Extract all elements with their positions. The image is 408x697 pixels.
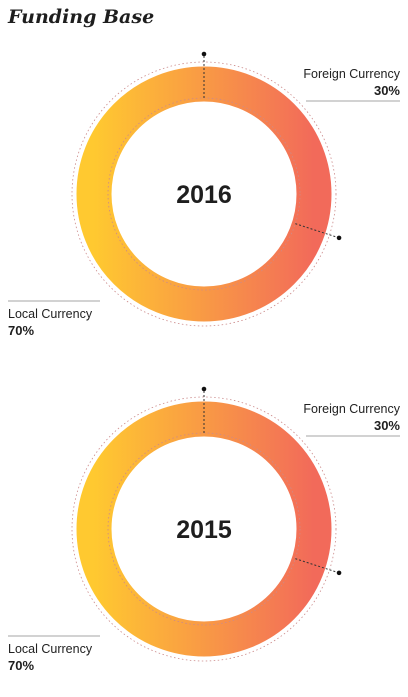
- slice-divider-right: [295, 558, 338, 573]
- inner-dotted-guide: [107, 97, 301, 291]
- slice-divider-right: [295, 223, 338, 238]
- local-currency-label: Local Currency: [8, 307, 93, 321]
- foreign-currency-percent: 30%: [374, 418, 400, 433]
- foreign-currency-label: Foreign Currency: [303, 402, 400, 416]
- donut-chart-2015: 2015 Foreign Currency 30% Local Currency…: [8, 386, 401, 673]
- center-year-label: 2016: [176, 181, 232, 209]
- foreign-currency-percent: 30%: [374, 83, 400, 98]
- slice-divider-right-dot: [336, 570, 342, 576]
- slice-divider-top-dot: [201, 51, 207, 57]
- local-currency-percent: 70%: [8, 323, 34, 338]
- inner-dotted-guide: [107, 432, 301, 626]
- page-title: Funding Base: [8, 6, 155, 28]
- foreign-currency-label: Foreign Currency: [303, 67, 400, 81]
- slice-divider-top-dot: [201, 386, 207, 392]
- local-currency-label: Local Currency: [8, 642, 93, 656]
- outer-dotted-guide: [71, 396, 337, 662]
- slice-divider-right-dot: [336, 235, 342, 241]
- local-currency-percent: 70%: [8, 658, 34, 673]
- outer-dotted-guide: [71, 61, 337, 327]
- center-year-label: 2015: [176, 516, 232, 544]
- donut-chart-2016: 2016 Foreign Currency 30% Local Currency…: [8, 51, 401, 338]
